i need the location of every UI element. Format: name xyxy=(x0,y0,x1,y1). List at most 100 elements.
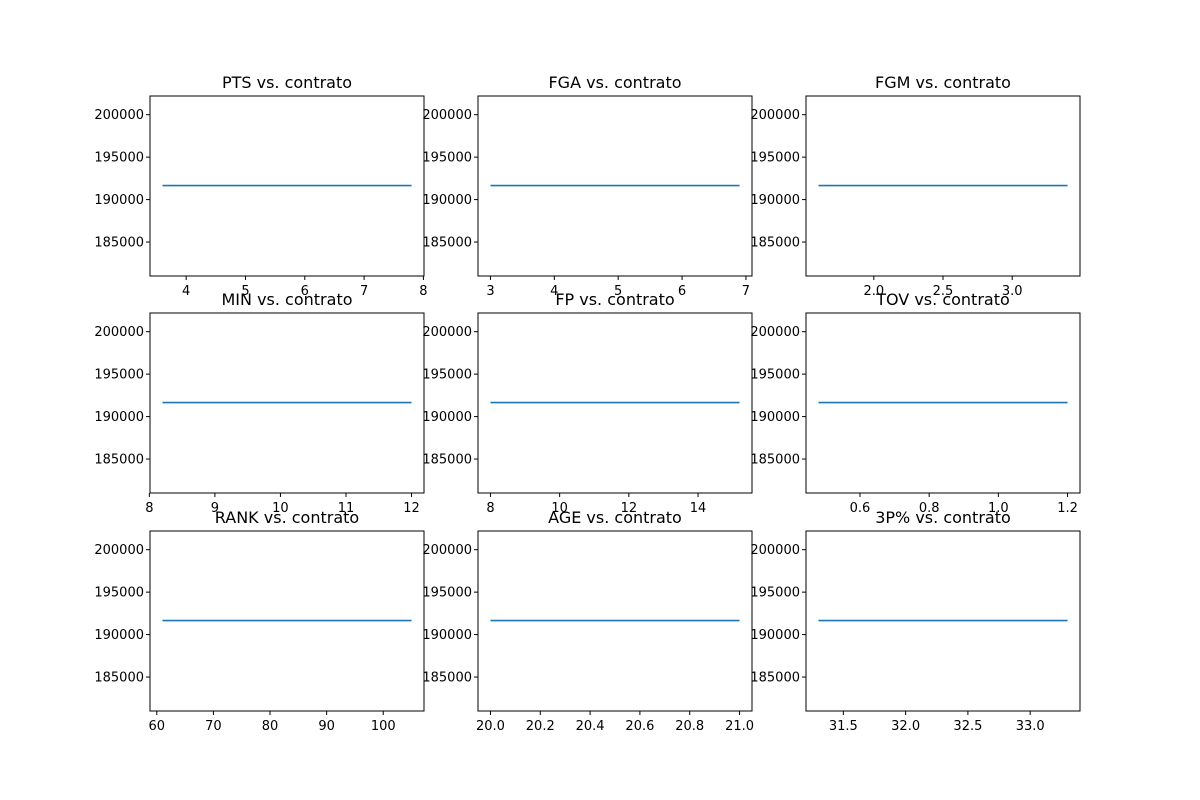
y-tick-label: 185000 xyxy=(94,453,144,468)
x-tick-label: 14 xyxy=(690,501,707,516)
y-tick-label: 195000 xyxy=(422,151,472,166)
x-tick-label: 0.8 xyxy=(919,501,940,516)
y-tick-label: 195000 xyxy=(750,151,800,166)
x-tick-label: 10 xyxy=(272,501,289,516)
subplot-title: TOV vs. contrato xyxy=(875,290,1010,309)
axes-frame xyxy=(477,530,753,712)
x-tick-label: 60 xyxy=(149,719,166,734)
y-tick-label: 200000 xyxy=(750,108,800,123)
x-tick-label: 100 xyxy=(371,719,396,734)
x-tick-label: 33.0 xyxy=(1016,719,1045,734)
x-tick-label: 3 xyxy=(486,284,494,299)
y-tick-label: 200000 xyxy=(750,325,800,340)
x-tick-label: 20.2 xyxy=(526,719,555,734)
x-tick-label: 11 xyxy=(338,501,355,516)
y-tick-label: 190000 xyxy=(750,628,800,643)
x-tick-label: 6 xyxy=(678,284,686,299)
y-tick-label: 185000 xyxy=(94,236,144,251)
subplot-title: RANK vs. contrato xyxy=(215,508,359,527)
y-tick-label: 200000 xyxy=(94,325,144,340)
subplot-title: FGM vs. contrato xyxy=(875,73,1011,92)
y-tick-label: 190000 xyxy=(94,193,144,208)
subplot-8: AGE vs. contrato 185000 190000 195000 200000… xyxy=(422,508,754,734)
x-tick-label: 8 xyxy=(486,501,494,516)
y-tick-label: 200000 xyxy=(750,543,800,558)
x-tick-label: 0.6 xyxy=(850,501,871,516)
y-tick-label: 195000 xyxy=(94,368,144,383)
x-tick-label: 4 xyxy=(550,284,558,299)
x-tick-label: 2.0 xyxy=(863,284,884,299)
y-tick-label: 190000 xyxy=(750,193,800,208)
x-tick-label: 12 xyxy=(621,501,638,516)
y-tick-label: 195000 xyxy=(750,586,800,601)
subplot-9: 3P% vs. contrato 185000 190000 195000 200000… xyxy=(750,508,1081,734)
x-tick-label: 1.2 xyxy=(1057,501,1078,516)
x-tick-label: 21.0 xyxy=(725,719,754,734)
y-tick-label: 185000 xyxy=(94,671,144,686)
axes-frame xyxy=(805,95,1081,277)
subplot-7: RANK vs. contrato 185000 190000 195000 20000… xyxy=(94,508,425,734)
subplot-4: MIN vs. contrato 185000 190000 195000 200000… xyxy=(94,290,425,516)
axes-frame xyxy=(149,312,425,494)
axes-frame xyxy=(805,530,1081,712)
y-tick-label: 185000 xyxy=(422,453,472,468)
x-tick-label: 20.6 xyxy=(625,719,654,734)
y-tick-label: 185000 xyxy=(750,671,800,686)
x-tick-label: 70 xyxy=(205,719,222,734)
y-tick-label: 190000 xyxy=(750,410,800,425)
x-tick-label: 90 xyxy=(318,719,335,734)
axes-frame xyxy=(805,312,1081,494)
subplot-2: FGA vs. contrato 185000 190000 195000 200000… xyxy=(422,73,753,299)
x-tick-label: 7 xyxy=(742,284,750,299)
x-tick-label: 6 xyxy=(301,284,309,299)
y-tick-label: 185000 xyxy=(422,671,472,686)
x-tick-label: 12 xyxy=(403,501,420,516)
y-tick-label: 190000 xyxy=(422,410,472,425)
x-tick-label: 10 xyxy=(551,501,568,516)
y-tick-label: 190000 xyxy=(422,193,472,208)
x-tick-label: 20.8 xyxy=(675,719,704,734)
x-tick-label: 20.0 xyxy=(476,719,505,734)
subplot-title: PTS vs. contrato xyxy=(222,73,352,92)
y-tick-label: 200000 xyxy=(94,108,144,123)
y-tick-label: 195000 xyxy=(94,586,144,601)
subplot-5: FP vs. contrato 185000 190000 195000 200000 8… xyxy=(422,290,753,516)
subplot-title: 3P% vs. contrato xyxy=(875,508,1011,527)
subplot-title: MIN vs. contrato xyxy=(222,290,353,309)
subplot-title: FP vs. contrato xyxy=(555,290,674,309)
axes-frame xyxy=(477,95,753,277)
y-tick-label: 200000 xyxy=(422,543,472,558)
y-tick-label: 185000 xyxy=(422,236,472,251)
x-tick-label: 4 xyxy=(182,284,190,299)
x-tick-label: 32.0 xyxy=(891,719,920,734)
y-tick-label: 195000 xyxy=(422,586,472,601)
subplot-3: FGM vs. contrato 185000 190000 195000 200000… xyxy=(750,73,1081,299)
x-tick-label: 8 xyxy=(419,284,427,299)
x-tick-label: 5 xyxy=(241,284,249,299)
y-tick-label: 200000 xyxy=(422,108,472,123)
axes-frame xyxy=(149,530,425,712)
subplot-title: AGE vs. contrato xyxy=(548,508,682,527)
axes-frame xyxy=(477,312,753,494)
x-tick-label: 8 xyxy=(145,501,153,516)
y-tick-label: 195000 xyxy=(422,368,472,383)
x-tick-label: 7 xyxy=(360,284,368,299)
subplot-title: FGA vs. contrato xyxy=(548,73,681,92)
x-tick-label: 5 xyxy=(614,284,622,299)
y-tick-label: 185000 xyxy=(750,453,800,468)
x-tick-label: 80 xyxy=(262,719,279,734)
y-tick-label: 190000 xyxy=(422,628,472,643)
axes-frame xyxy=(149,95,425,277)
subplot-6: TOV vs. contrato 185000 190000 195000 200000… xyxy=(750,290,1081,516)
y-tick-label: 190000 xyxy=(94,410,144,425)
x-tick-label: 32.5 xyxy=(953,719,982,734)
y-tick-label: 195000 xyxy=(94,151,144,166)
x-tick-label: 2.5 xyxy=(933,284,954,299)
x-tick-label: 20.4 xyxy=(576,719,605,734)
x-tick-label: 31.5 xyxy=(829,719,858,734)
y-tick-label: 190000 xyxy=(94,628,144,643)
y-tick-label: 200000 xyxy=(422,325,472,340)
y-tick-label: 195000 xyxy=(750,368,800,383)
subplot-1: PTS vs. contrato 185000 190000 195000 200000… xyxy=(94,73,427,299)
